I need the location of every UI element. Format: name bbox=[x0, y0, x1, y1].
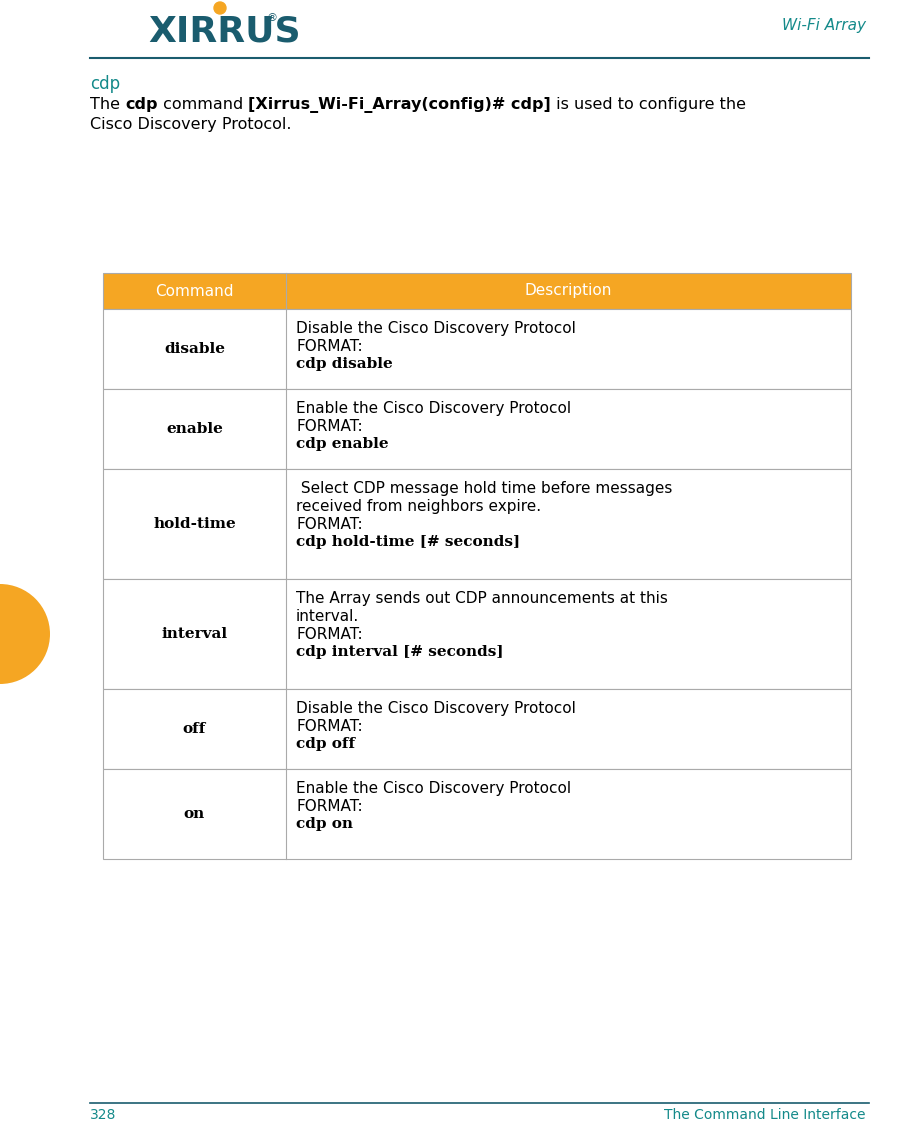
Text: cdp: cdp bbox=[125, 97, 158, 112]
Text: [Xirrus_Wi-Fi_Array(config)# cdp]: [Xirrus_Wi-Fi_Array(config)# cdp] bbox=[248, 97, 551, 113]
Text: FORMAT:: FORMAT: bbox=[296, 719, 362, 734]
Text: Disable the Cisco Discovery Protocol: Disable the Cisco Discovery Protocol bbox=[296, 321, 576, 337]
Bar bbox=[103, 769, 851, 859]
Text: The Array sends out CDP announcements at this: The Array sends out CDP announcements at… bbox=[296, 591, 668, 606]
Text: FORMAT:: FORMAT: bbox=[296, 339, 362, 353]
Text: cdp: cdp bbox=[90, 75, 120, 93]
Text: Description: Description bbox=[524, 283, 612, 298]
Text: Select CDP message hold time before messages: Select CDP message hold time before mess… bbox=[296, 482, 672, 496]
Text: cdp enable: cdp enable bbox=[296, 437, 388, 451]
Text: Wi-Fi Array: Wi-Fi Array bbox=[782, 18, 866, 33]
Text: hold-time: hold-time bbox=[153, 517, 236, 531]
Bar bbox=[103, 389, 851, 469]
Circle shape bbox=[214, 2, 226, 14]
Text: The Command Line Interface: The Command Line Interface bbox=[665, 1108, 866, 1122]
Text: FORMAT:: FORMAT: bbox=[296, 799, 362, 813]
Text: off: off bbox=[183, 722, 206, 736]
Text: on: on bbox=[184, 807, 205, 821]
Text: disable: disable bbox=[164, 342, 225, 356]
Text: The: The bbox=[90, 97, 125, 112]
Text: Command: Command bbox=[155, 283, 233, 298]
Text: cdp off: cdp off bbox=[296, 736, 355, 751]
Text: FORMAT:: FORMAT: bbox=[296, 419, 362, 434]
Text: command: command bbox=[158, 97, 248, 112]
Text: ®: ® bbox=[266, 12, 277, 23]
Text: FORMAT:: FORMAT: bbox=[296, 627, 362, 642]
Text: cdp hold-time [# seconds]: cdp hold-time [# seconds] bbox=[296, 535, 520, 550]
Bar bbox=[103, 273, 851, 309]
Text: 328: 328 bbox=[90, 1108, 116, 1122]
Text: interval: interval bbox=[161, 627, 228, 641]
Text: Enable the Cisco Discovery Protocol: Enable the Cisco Discovery Protocol bbox=[296, 781, 571, 796]
Text: enable: enable bbox=[166, 421, 223, 436]
Bar bbox=[103, 309, 851, 389]
Bar bbox=[103, 469, 851, 579]
Text: XIRRUS: XIRRUS bbox=[148, 15, 301, 49]
Text: cdp interval [# seconds]: cdp interval [# seconds] bbox=[296, 645, 504, 659]
Text: cdp on: cdp on bbox=[296, 817, 353, 830]
Text: interval.: interval. bbox=[296, 610, 359, 624]
Bar bbox=[103, 689, 851, 769]
Bar bbox=[103, 579, 851, 689]
Text: is used to configure the: is used to configure the bbox=[551, 97, 746, 112]
Wedge shape bbox=[0, 583, 50, 684]
Text: Enable the Cisco Discovery Protocol: Enable the Cisco Discovery Protocol bbox=[296, 401, 571, 416]
Text: Disable the Cisco Discovery Protocol: Disable the Cisco Discovery Protocol bbox=[296, 701, 576, 716]
Text: received from neighbors expire.: received from neighbors expire. bbox=[296, 499, 542, 514]
Text: FORMAT:: FORMAT: bbox=[296, 517, 362, 533]
Text: Cisco Discovery Protocol.: Cisco Discovery Protocol. bbox=[90, 117, 292, 133]
Text: cdp disable: cdp disable bbox=[296, 357, 393, 370]
